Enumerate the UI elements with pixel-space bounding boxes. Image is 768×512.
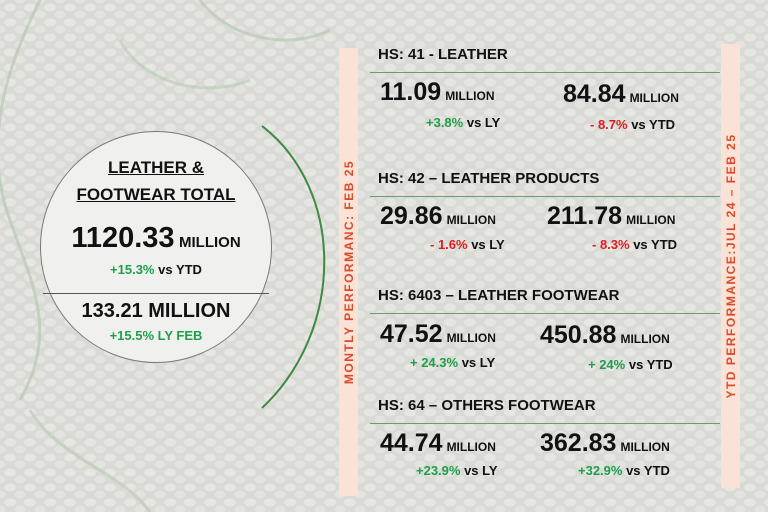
ytd-change-percent: + 24% <box>588 357 626 372</box>
section-title: HS: 64 – OTHERS FOOTWEAR <box>378 397 596 414</box>
ytd-change: + 24% vs YTD <box>588 357 673 372</box>
monthly-value-unit: MILLION <box>445 89 495 103</box>
ytd-change: - 8.3% vs YTD <box>592 237 677 252</box>
monthly-performance-label: MONTLY PERFORMANC: FEB 25 <box>341 159 356 385</box>
ytd-value-unit: MILLION <box>620 440 670 454</box>
ytd-value-number: 211.78 <box>547 202 623 230</box>
ytd-performance-label: YTD PERFORMANCE:JUL 24 – FEB 25 <box>723 133 738 399</box>
section-rule <box>370 72 720 73</box>
total-title: LEATHER & FOOTWEAR TOTAL <box>76 158 236 204</box>
ytd-value-number: 84.84 <box>563 80 626 108</box>
ytd-value: 450.88 MILLION <box>540 321 670 350</box>
monthly-change-suffix: vs LY <box>466 115 501 130</box>
section-rule <box>370 423 720 424</box>
monthly-value-unit: MILLION <box>446 331 496 345</box>
ytd-value-number: 362.83 <box>540 429 617 457</box>
section-title: HS: 42 – LEATHER PRODUCTS <box>378 170 600 187</box>
separator-arc <box>261 125 326 409</box>
monthly-change: - 1.6% vs LY <box>430 237 505 252</box>
total-change: +15.3% vs YTD <box>41 262 271 277</box>
monthly-change-suffix: vs LY <box>471 237 505 252</box>
total-change-percent: +15.3% <box>110 262 155 277</box>
monthly-change: +3.8% vs LY <box>426 115 500 130</box>
monthly-change-percent: +3.8% <box>426 115 464 130</box>
section-rule <box>370 196 720 197</box>
total-value: 1120.33 MILLION <box>41 222 271 255</box>
section-rule <box>370 313 720 314</box>
total-value-unit: MILLION <box>179 234 241 251</box>
ytd-value: 211.78 MILLION <box>547 202 675 231</box>
total-value-number: 1120.33 <box>71 222 175 254</box>
ytd-change: - 8.7% vs YTD <box>590 117 675 132</box>
monthly-value-number: 11.09 <box>380 78 442 106</box>
total-summary-circle: LEATHER & FOOTWEAR TOTAL 1120.33 MILLION… <box>40 131 272 363</box>
ytd-change-percent: - 8.7% <box>590 117 628 132</box>
monthly-change: +23.9% vs LY <box>416 463 498 478</box>
monthly-change: + 24.3% vs LY <box>410 355 495 370</box>
ytd-value-number: 450.88 <box>540 321 617 349</box>
ytd-change-suffix: vs YTD <box>631 117 676 132</box>
ytd-value-unit: MILLION <box>626 213 676 227</box>
monthly-value-number: 47.52 <box>380 320 443 348</box>
total-change-suffix: vs YTD <box>158 262 202 277</box>
monthly-value: 11.09 MILLION <box>380 78 495 107</box>
ytd-change-suffix: vs YTD <box>626 463 670 478</box>
total-monthly-value: 133.21 MILLION <box>81 300 231 322</box>
ytd-change-percent: +32.9% <box>578 463 623 478</box>
monthly-value-unit: MILLION <box>446 213 496 227</box>
ytd-value-unit: MILLION <box>620 332 670 346</box>
total-monthly-change: +15.5% LY FEB <box>109 328 203 343</box>
monthly-value-number: 44.74 <box>380 429 443 457</box>
monthly-value-number: 29.86 <box>380 202 443 230</box>
ytd-performance-banner: YTD PERFORMANCE:JUL 24 – FEB 25 <box>721 44 740 488</box>
monthly-change-percent: + 24.3% <box>410 355 459 370</box>
monthly-value: 44.74 MILLION <box>380 429 496 458</box>
ytd-change-percent: - 8.3% <box>592 237 630 252</box>
monthly-change-suffix: vs LY <box>464 463 498 478</box>
monthly-value: 29.86 MILLION <box>380 202 496 231</box>
section-title: HS: 41 - LEATHER <box>378 46 508 63</box>
total-divider <box>43 293 269 294</box>
ytd-value: 362.83 MILLION <box>540 429 670 458</box>
ytd-value-unit: MILLION <box>629 91 679 105</box>
ytd-change-suffix: vs YTD <box>633 237 678 252</box>
monthly-change-percent: - 1.6% <box>430 237 468 252</box>
ytd-change-suffix: vs YTD <box>628 357 673 372</box>
monthly-change-percent: +23.9% <box>416 463 461 478</box>
monthly-value-unit: MILLION <box>446 440 496 454</box>
monthly-change-suffix: vs LY <box>461 355 496 370</box>
ytd-change: +32.9% vs YTD <box>578 463 670 478</box>
monthly-value: 47.52 MILLION <box>380 320 496 349</box>
monthly-performance-banner: MONTLY PERFORMANC: FEB 25 <box>339 48 358 496</box>
section-title: HS: 6403 – LEATHER FOOTWEAR <box>378 287 620 304</box>
ytd-value: 84.84 MILLION <box>563 80 679 109</box>
